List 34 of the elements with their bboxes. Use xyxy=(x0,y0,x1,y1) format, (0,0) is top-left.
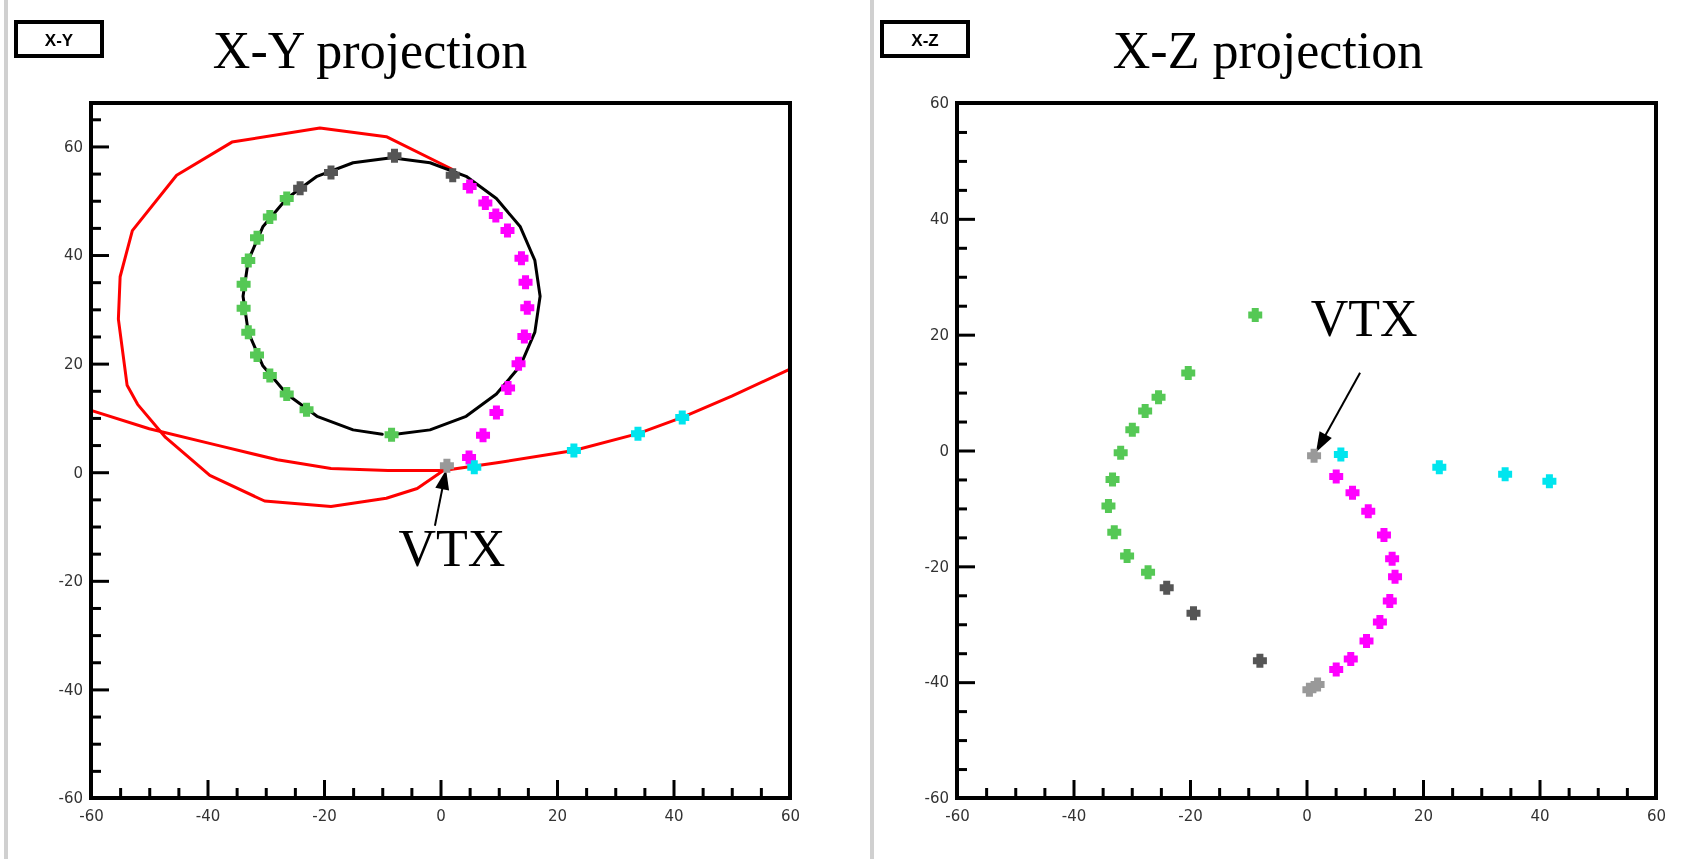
x-tick-label: 60 xyxy=(780,806,801,825)
x-tick-label: 0 xyxy=(1302,806,1312,825)
y-tick-label: -20 xyxy=(924,557,949,576)
x-tick-label: -60 xyxy=(79,806,104,825)
chart-title: X-Z projection xyxy=(1112,22,1424,79)
x-tick-label: 20 xyxy=(1413,806,1434,825)
y-tick-label: 60 xyxy=(929,94,949,113)
x-tick-label: -40 xyxy=(195,806,221,825)
x-tick-label: -40 xyxy=(1061,806,1087,825)
x-tick-label: 0 xyxy=(436,806,446,825)
annotation: VTX xyxy=(398,519,506,577)
y-tick-label: 40 xyxy=(63,246,83,265)
y-tick-label: 20 xyxy=(63,354,83,373)
text: X-Y xyxy=(44,31,74,50)
y-tick-label: 60 xyxy=(63,137,83,156)
x-tick-label: -20 xyxy=(1178,806,1203,825)
text: X-Z xyxy=(911,31,939,50)
annotation: VTX xyxy=(1310,289,1418,347)
y-tick-label: 0 xyxy=(939,441,949,460)
x-tick-label: 40 xyxy=(1530,806,1550,825)
x-tick-label: 40 xyxy=(664,806,684,825)
x-tick-label: 20 xyxy=(547,806,568,825)
x-tick-label: -20 xyxy=(312,806,337,825)
x-tick-label: 60 xyxy=(1646,806,1667,825)
y-tick-label: -40 xyxy=(924,673,949,692)
y-tick-label: 0 xyxy=(73,463,83,482)
y-tick-label: 20 xyxy=(929,325,949,344)
y-tick-label: -20 xyxy=(58,572,83,591)
y-tick-label: -40 xyxy=(58,680,83,699)
x-tick-label: -60 xyxy=(945,806,970,825)
chart-title: X-Y projection xyxy=(212,22,528,79)
y-tick-label: -60 xyxy=(924,789,949,808)
y-tick-label: -60 xyxy=(58,789,83,808)
y-tick-label: 40 xyxy=(929,210,949,229)
